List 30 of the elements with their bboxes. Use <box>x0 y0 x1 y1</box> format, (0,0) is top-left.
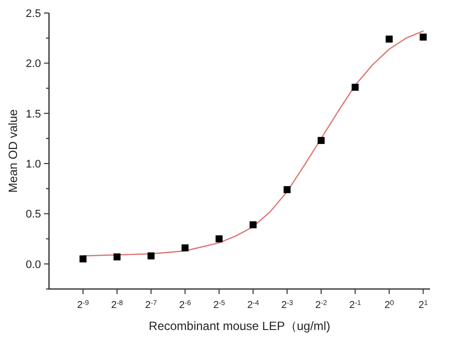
point <box>114 253 121 260</box>
point <box>420 34 427 41</box>
point <box>216 235 223 242</box>
y-tick-label: 1.0 <box>26 158 41 171</box>
x-tick-label: 2$^{-4}$ <box>247 300 260 311</box>
x-tick-label: 2$^{0}$ <box>384 300 394 311</box>
point <box>386 36 393 43</box>
point <box>250 221 257 228</box>
x-tick-label: 2$^{-6}$ <box>179 300 192 311</box>
x-tick-label: 2$^{-2}$ <box>315 300 328 311</box>
y-tick-label: 0.5 <box>26 208 41 221</box>
point <box>318 136 325 144</box>
point <box>80 255 87 262</box>
y-axis-title: Mean OD value <box>6 108 20 193</box>
x-axis-title: Recombinant mouse LEP（ug/ml) <box>148 319 330 333</box>
x-tick-label: 2$^{-1}$ <box>349 300 362 311</box>
x-tick-label: 2$^{-3}$ <box>281 300 294 311</box>
y-tick-label: 1.5 <box>26 108 41 120</box>
point <box>352 84 359 91</box>
y-tick-label: 2.0 <box>26 58 41 70</box>
x-tick-label: 2$^{-7}$ <box>145 300 158 311</box>
y-tick-label: 0.0 <box>26 258 41 271</box>
x-tick-label: 2$^{-8}$ <box>111 300 124 311</box>
point <box>182 244 189 252</box>
x-tick-label: 2$^{1}$ <box>418 300 428 311</box>
point <box>284 186 291 194</box>
point <box>148 252 155 260</box>
x-tick-label: 2$^{-5}$ <box>213 300 226 311</box>
y-tick-label: 2.5 <box>26 8 41 20</box>
x-tick-label: 2$^{-9}$ <box>77 300 90 311</box>
